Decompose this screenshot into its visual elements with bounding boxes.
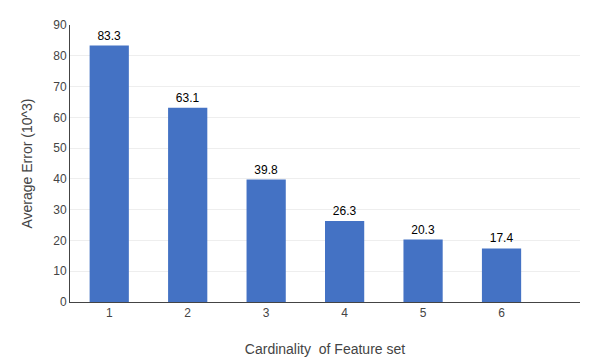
svg-text:30: 30 [53, 203, 67, 217]
svg-text:3: 3 [263, 306, 270, 320]
svg-text:0: 0 [60, 295, 67, 309]
svg-text:10: 10 [53, 264, 67, 278]
svg-text:20.3: 20.3 [411, 223, 435, 237]
svg-text:63.1: 63.1 [176, 91, 200, 105]
svg-text:2: 2 [184, 306, 191, 320]
svg-text:6: 6 [498, 306, 505, 320]
svg-text:83.3: 83.3 [97, 29, 121, 43]
svg-text:20: 20 [53, 234, 67, 248]
svg-text:Average Error (10^3): Average Error (10^3) [19, 98, 35, 228]
svg-text:60: 60 [53, 111, 67, 125]
svg-text:4: 4 [341, 306, 348, 320]
svg-text:80: 80 [53, 49, 67, 63]
svg-text:1: 1 [106, 306, 113, 320]
svg-text:90: 90 [53, 18, 67, 32]
svg-text:39.8: 39.8 [254, 163, 278, 177]
svg-text:70: 70 [53, 80, 67, 94]
svg-text:50: 50 [53, 141, 67, 155]
svg-text:Cardinality of Feature set: Cardinality of Feature set [245, 341, 405, 357]
svg-text:26.3: 26.3 [333, 204, 357, 218]
svg-text:5: 5 [420, 306, 427, 320]
svg-text:17.4: 17.4 [490, 231, 514, 245]
svg-text:40: 40 [53, 172, 67, 186]
